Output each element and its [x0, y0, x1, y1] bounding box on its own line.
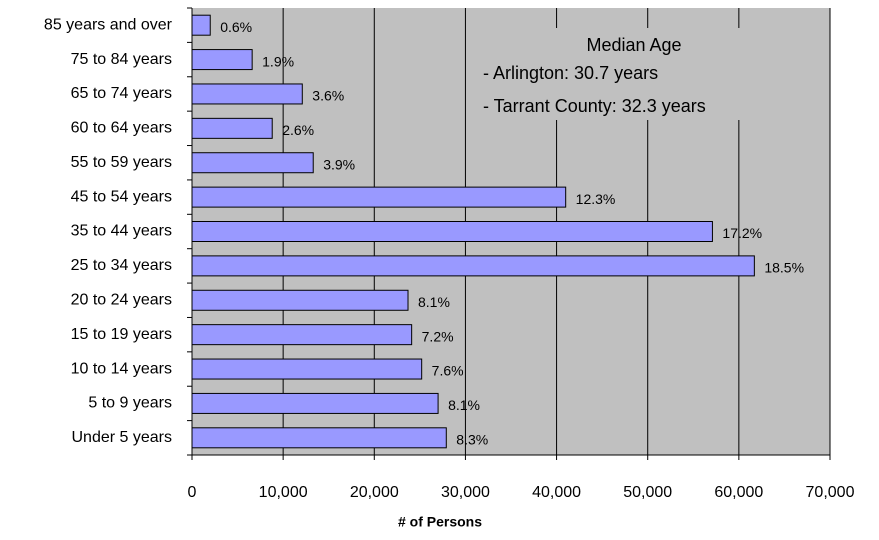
- data-label: 3.6%: [312, 88, 344, 104]
- annotation-line: - Arlington: 30.7 years: [483, 63, 658, 83]
- data-label: 12.3%: [576, 191, 616, 207]
- y-tick-label: 60 to 64 years: [71, 120, 172, 137]
- bar: [191, 152, 314, 174]
- y-tick-label: 65 to 74 years: [71, 85, 172, 102]
- data-label: 8.1%: [418, 294, 450, 310]
- bar: [191, 255, 755, 277]
- annotation-line: - Tarrant County: 32.3 years: [483, 96, 706, 116]
- bar: [191, 324, 413, 346]
- x-tick-label: 30,000: [441, 484, 490, 501]
- bar: [191, 49, 253, 71]
- bar: [191, 186, 567, 208]
- x-axis-title: # of Persons: [398, 514, 482, 530]
- y-tick-label: 25 to 34 years: [71, 257, 172, 274]
- x-tick-label: 40,000: [532, 484, 581, 501]
- y-tick-label: 10 to 14 years: [71, 360, 172, 377]
- data-label: 18.5%: [764, 260, 804, 276]
- y-tick-label: 55 to 59 years: [71, 154, 172, 171]
- y-tick-label: 85 years and over: [44, 16, 173, 33]
- y-tick-label: 35 to 44 years: [71, 223, 172, 240]
- data-label: 1.9%: [262, 53, 294, 69]
- bar: [191, 117, 273, 139]
- y-tick-label: 5 to 9 years: [88, 395, 172, 412]
- x-tick-label: 70,000: [806, 484, 855, 501]
- data-label: 2.6%: [282, 122, 314, 138]
- x-tick-label: 0: [188, 484, 197, 501]
- x-tick-label: 20,000: [350, 484, 399, 501]
- y-tick-label: 15 to 19 years: [71, 326, 172, 343]
- data-label: 0.6%: [220, 19, 252, 35]
- annotation-title: Median Age: [586, 35, 681, 55]
- y-tick-label: 45 to 54 years: [71, 188, 172, 205]
- bar: [191, 83, 303, 105]
- data-label: 17.2%: [722, 225, 762, 241]
- data-label: 8.3%: [456, 432, 488, 448]
- x-tick-label: 50,000: [623, 484, 672, 501]
- data-label: 3.9%: [323, 156, 355, 172]
- bar: [191, 392, 439, 414]
- bar: [191, 427, 447, 449]
- x-tick-label: 10,000: [259, 484, 308, 501]
- y-tick-label: Under 5 years: [72, 429, 173, 446]
- x-tick-label: 60,000: [714, 484, 763, 501]
- annotation-box: [470, 28, 800, 120]
- data-label: 8.1%: [448, 397, 480, 413]
- data-label: 7.2%: [422, 328, 454, 344]
- bar: [191, 221, 713, 242]
- data-label: 7.6%: [432, 363, 464, 379]
- bar: [191, 14, 211, 36]
- bar: [191, 358, 423, 380]
- bar: [191, 289, 409, 311]
- y-tick-label: 75 to 84 years: [71, 51, 172, 68]
- y-tick-label: 20 to 24 years: [71, 291, 172, 308]
